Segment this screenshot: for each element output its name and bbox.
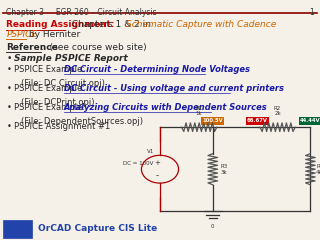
Text: (File: DCPrint.opj): (File: DCPrint.opj) xyxy=(21,98,94,107)
Text: Sample PSPICE Report: Sample PSPICE Report xyxy=(14,54,128,63)
Text: R4
4k: R4 4k xyxy=(316,164,320,175)
Text: 44.44V: 44.44V xyxy=(300,119,320,123)
Text: Analyzing Circuits with Dependent Sources: Analyzing Circuits with Dependent Source… xyxy=(64,103,268,112)
Text: •: • xyxy=(6,103,11,112)
Text: 100.5V: 100.5V xyxy=(203,119,223,123)
Text: PSPICE Example:: PSPICE Example: xyxy=(14,84,91,93)
Text: •: • xyxy=(6,122,11,132)
Bar xyxy=(201,117,224,125)
Text: DC Circuit - Determining Node Voltages: DC Circuit - Determining Node Voltages xyxy=(64,65,250,74)
Text: R3
3k: R3 3k xyxy=(221,164,228,175)
Text: R2
2k: R2 2k xyxy=(274,106,281,116)
Text: PSPICE Example:: PSPICE Example: xyxy=(14,65,91,74)
Bar xyxy=(3,220,32,238)
Text: Chapters 1 & 2 in: Chapters 1 & 2 in xyxy=(66,20,154,29)
Text: Reading Assignment:: Reading Assignment: xyxy=(6,20,115,29)
Text: (File: DC Circuit.opj): (File: DC Circuit.opj) xyxy=(21,79,105,88)
Text: OrCAD Capture CIS Lite: OrCAD Capture CIS Lite xyxy=(38,224,158,233)
Text: V1: V1 xyxy=(147,149,155,154)
Text: +: + xyxy=(154,160,160,166)
Text: R1
1k: R1 1k xyxy=(196,106,203,116)
Text: 0: 0 xyxy=(211,224,214,229)
Text: 66.67V: 66.67V xyxy=(247,119,268,123)
Bar xyxy=(299,117,320,125)
Text: PSPICE: PSPICE xyxy=(6,30,37,39)
Text: •: • xyxy=(6,84,11,93)
Text: DC Circuit - Using voltage and current printers: DC Circuit - Using voltage and current p… xyxy=(64,84,284,93)
Text: Reference: Reference xyxy=(6,43,58,52)
Text: •: • xyxy=(6,54,12,63)
Text: -: - xyxy=(155,171,158,180)
Text: (File: DependentSources.opj): (File: DependentSources.opj) xyxy=(21,117,143,126)
Text: :  (see course web site): : (see course web site) xyxy=(41,43,147,52)
Text: 1: 1 xyxy=(309,8,314,18)
Text: Schematic Capture with Cadence: Schematic Capture with Cadence xyxy=(126,20,277,29)
Text: by Herniter: by Herniter xyxy=(26,30,81,39)
Text: PSPICE Assignment #1: PSPICE Assignment #1 xyxy=(14,122,111,132)
Text: •: • xyxy=(6,65,11,74)
Text: PSPICE Example:: PSPICE Example: xyxy=(14,103,91,112)
Text: DC = 100V: DC = 100V xyxy=(123,161,154,166)
Bar xyxy=(246,117,269,125)
Text: Chapter 3     EGR 260 – Circuit Analysis: Chapter 3 EGR 260 – Circuit Analysis xyxy=(6,8,157,18)
